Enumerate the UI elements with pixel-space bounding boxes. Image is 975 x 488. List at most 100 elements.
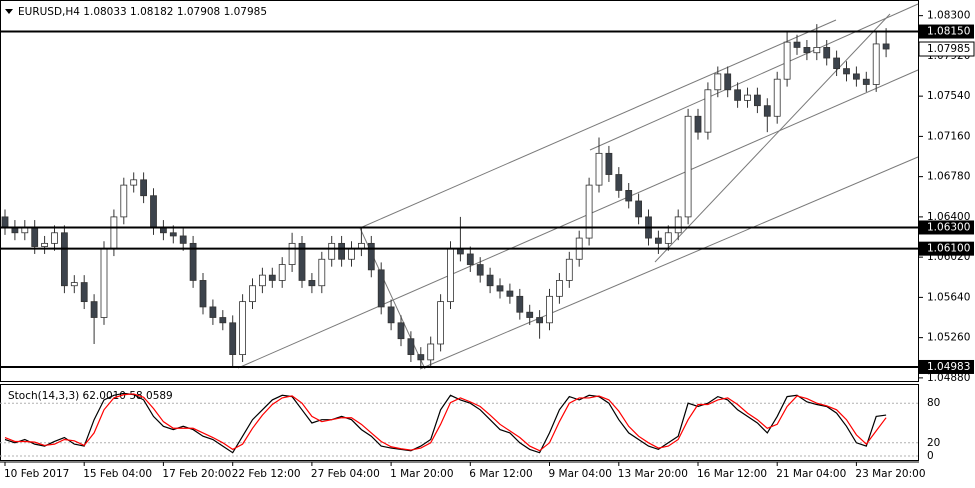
y-tick-label: 1.04880 — [927, 372, 970, 384]
level-label-box — [919, 359, 974, 374]
candle-body — [506, 290, 514, 297]
candle-body — [437, 301, 445, 345]
candle-body — [724, 73, 732, 91]
candle-body — [862, 78, 870, 85]
y-tick-label: 0 — [927, 450, 934, 462]
candle-body — [229, 322, 237, 355]
x-tick-label: 27 Feb 04:00 — [311, 468, 380, 480]
candle-body — [655, 237, 662, 244]
candle-body — [130, 179, 138, 186]
chart-title: EURUSD,H4 1.08033 1.08182 1.07908 1.0798… — [18, 6, 267, 18]
trend-line — [589, 3, 919, 151]
x-tick-label: 23 Mar 20:00 — [855, 468, 925, 480]
candle-body — [110, 216, 118, 250]
stoch-title: Stoch(14,3,3) 62.0010 58.0589 — [8, 390, 173, 402]
y-tick-label: 20 — [927, 437, 940, 449]
candle-body — [704, 89, 712, 133]
candle-body — [783, 41, 791, 80]
candle-body — [288, 242, 296, 265]
x-tick-label: 16 Mar 12:00 — [697, 468, 767, 480]
y-tick-label: 1.05260 — [927, 332, 970, 344]
candle-body — [496, 285, 504, 292]
candle-body — [773, 78, 781, 117]
candle-body — [813, 47, 821, 54]
candle-body — [169, 232, 177, 237]
candle-body — [367, 242, 375, 271]
candle-body — [516, 295, 524, 313]
candle-body — [387, 306, 395, 324]
candle-body — [595, 152, 603, 186]
candle-body — [189, 242, 197, 281]
x-tick-label: 15 Feb 04:00 — [83, 468, 152, 480]
candle-body — [90, 301, 98, 318]
candle-body — [338, 242, 346, 260]
trend-line — [359, 19, 837, 229]
candle-body — [328, 242, 336, 260]
x-tick-label: 10 Feb 2017 — [4, 468, 69, 480]
candle-body — [70, 282, 78, 287]
candle-body — [377, 269, 385, 308]
candle-body — [397, 322, 405, 340]
stoch-panel — [0, 384, 919, 461]
candle-body — [466, 253, 474, 265]
candle-body — [41, 242, 48, 247]
candle-body — [427, 343, 435, 361]
candle-body — [407, 338, 415, 355]
candle-body — [239, 301, 247, 355]
candle-body — [348, 248, 355, 260]
candle-body — [853, 73, 860, 80]
candle-body — [150, 195, 157, 228]
trend-line — [654, 13, 891, 263]
candle-body — [843, 68, 850, 75]
candle-body — [734, 89, 741, 101]
y-tick-label: 80 — [927, 397, 940, 409]
candle-body — [61, 232, 68, 287]
candle-body — [179, 235, 187, 244]
candle-body — [308, 280, 316, 287]
candle-body — [209, 306, 217, 318]
candle-body — [258, 274, 266, 287]
y-tick-label: 1.06780 — [927, 171, 970, 183]
x-tick-label: 6 Mar 12:00 — [469, 468, 532, 480]
candle-body — [140, 179, 148, 197]
candle-body — [526, 311, 534, 318]
menu-arrow — [5, 9, 13, 14]
candle-body — [882, 43, 890, 50]
candle-body — [219, 317, 227, 324]
candle-body — [635, 200, 642, 218]
main-panel — [0, 0, 919, 382]
candle-body — [486, 274, 494, 287]
candle-body — [714, 73, 722, 91]
candle-body — [51, 232, 58, 244]
candle-body — [615, 174, 623, 191]
level-label-box — [919, 241, 974, 256]
candle-body — [744, 94, 751, 101]
x-tick-label: 17 Feb 20:00 — [162, 468, 231, 480]
candle-body — [417, 354, 425, 361]
stoch-line — [4, 393, 887, 452]
candle-body — [872, 43, 880, 85]
candle-body — [476, 264, 484, 276]
candle-body — [199, 280, 207, 308]
candle-body — [298, 242, 306, 281]
level-label-box — [919, 220, 974, 235]
candle-body — [100, 248, 108, 318]
trend-line — [237, 69, 919, 369]
candle-body — [565, 258, 573, 281]
x-tick-label: 9 Mar 04:00 — [549, 468, 612, 480]
candle-body — [605, 152, 613, 175]
candle-body — [120, 184, 128, 218]
candle-body — [694, 115, 702, 133]
candle-body — [833, 57, 840, 70]
x-tick-label: 13 Mar 20:00 — [618, 468, 688, 480]
candle-body — [31, 227, 39, 247]
level-label: 1.06300 — [927, 221, 970, 233]
level-label-box — [919, 24, 974, 39]
y-tick-label: 1.07160 — [927, 130, 970, 142]
candle-body — [268, 274, 276, 281]
y-tick-label: 1.05640 — [927, 291, 970, 303]
level-label: 1.04983 — [927, 361, 970, 373]
y-tick-label: 1.08300 — [927, 10, 970, 22]
x-tick-label: 21 Mar 04:00 — [776, 468, 846, 480]
candle-body — [278, 264, 286, 281]
